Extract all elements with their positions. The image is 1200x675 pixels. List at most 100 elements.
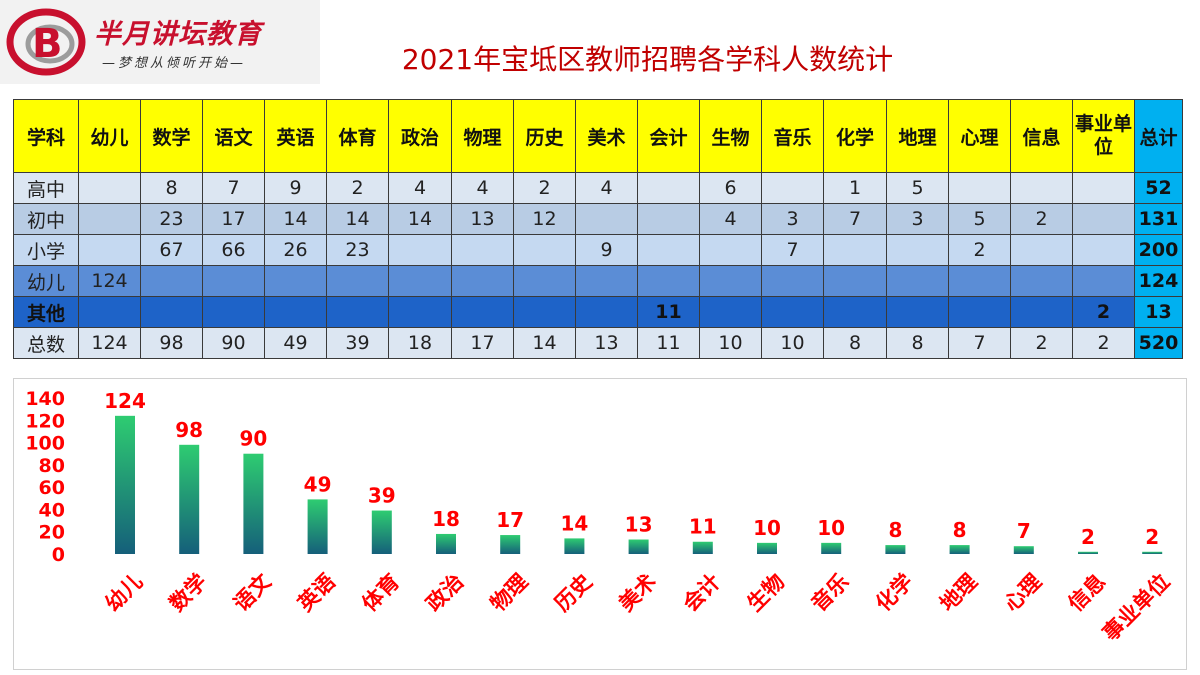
table-row: 高中 8 7 9 2 4 4 2 4 6 1 5 52	[13, 172, 1183, 204]
table-cell: 14	[513, 327, 576, 359]
table-cell: 17	[451, 327, 514, 359]
table-cell: 2	[326, 172, 389, 204]
table-cell: 124	[78, 265, 141, 297]
table-cell	[637, 234, 700, 266]
table-cell: 49	[264, 327, 327, 359]
table-cell	[575, 203, 638, 235]
table-cell	[886, 234, 949, 266]
bar-value-label: 17	[496, 508, 524, 532]
table-cell	[886, 296, 949, 328]
table-cell	[823, 296, 887, 328]
table-cell	[513, 296, 576, 328]
table-cell: 26	[264, 234, 327, 266]
x-category-label: 英语	[293, 569, 340, 616]
table-cell	[575, 296, 638, 328]
bar	[307, 499, 328, 554]
table-cell: 12	[513, 203, 576, 235]
table-cell	[78, 203, 141, 235]
x-category-label: 生物	[743, 569, 790, 616]
bar-value-label: 2	[1081, 525, 1095, 549]
table-cell: 9	[264, 172, 327, 204]
table-cell	[451, 265, 514, 297]
table-cell	[1072, 265, 1135, 297]
table-row: 其他 11 2 13	[13, 296, 1183, 328]
table-header-cell: 政治	[388, 99, 452, 173]
table-cell	[78, 172, 141, 204]
table-cell: 4	[699, 203, 762, 235]
table-cell	[761, 172, 824, 204]
x-category-label: 美术	[614, 569, 661, 616]
table-cell: 124	[78, 327, 141, 359]
table-row: 初中 23 17 14 14 14 13 12 4 3 7 3 5 2 131	[13, 203, 1183, 235]
y-tick-label: 40	[39, 499, 65, 521]
bar	[821, 542, 842, 554]
bar	[949, 545, 970, 554]
table-header-cell: 幼儿	[78, 99, 141, 173]
logo-emblem-icon: B	[6, 8, 86, 76]
table-cell: 8	[886, 327, 949, 359]
bar	[115, 415, 135, 554]
bar-value-label: 8	[953, 518, 967, 542]
table-cell: 1	[823, 172, 887, 204]
row-total: 200	[1134, 234, 1183, 266]
table-cell: 90	[202, 327, 265, 359]
table-cell	[1010, 234, 1073, 266]
row-total: 52	[1134, 172, 1183, 204]
table-cell	[513, 265, 576, 297]
table-cell	[637, 203, 700, 235]
x-category-label: 幼儿	[101, 569, 148, 616]
table-cell: 4	[575, 172, 638, 204]
bar	[1013, 546, 1034, 554]
table-cell	[948, 296, 1011, 328]
bar	[692, 541, 713, 554]
table-cell: 3	[886, 203, 949, 235]
table-cell: 13	[575, 327, 638, 359]
bar-value-label: 11	[689, 515, 717, 539]
y-tick-label: 140	[25, 388, 65, 410]
table-cell: 10	[761, 327, 824, 359]
row-label: 其他	[13, 296, 79, 328]
table-cell: 7	[948, 327, 1011, 359]
x-category-label: 会计	[678, 569, 725, 616]
table-cell	[140, 265, 203, 297]
bar	[1142, 551, 1163, 554]
table-header-cell: 物理	[451, 99, 514, 173]
table-cell	[823, 265, 887, 297]
x-category-label: 体育	[357, 569, 404, 616]
table-cell	[761, 296, 824, 328]
table-cell: 11	[637, 296, 700, 328]
table-cell: 39	[326, 327, 389, 359]
table-header-cell: 数学	[140, 99, 203, 173]
table-header-cell: 会计	[637, 99, 700, 173]
bar-value-label: 14	[560, 511, 588, 535]
bar-value-label: 10	[817, 516, 845, 540]
table-header-cell: 英语	[264, 99, 327, 173]
y-tick-label: 120	[25, 410, 65, 432]
chart-frame	[13, 378, 1187, 670]
bar	[885, 545, 906, 554]
x-category-label: 音乐	[807, 569, 854, 616]
table-cell: 5	[948, 203, 1011, 235]
x-category-label: 化学	[871, 569, 918, 616]
table-cell	[78, 296, 141, 328]
table-cell	[699, 234, 762, 266]
table-cell	[637, 265, 700, 297]
table-cell: 98	[140, 327, 203, 359]
row-total: 131	[1134, 203, 1183, 235]
table-cell	[326, 265, 389, 297]
table-cell	[761, 265, 824, 297]
row-total: 520	[1134, 327, 1183, 359]
table-cell	[202, 296, 265, 328]
row-label: 高中	[13, 172, 79, 204]
table-cell	[388, 296, 452, 328]
y-tick-label: 0	[52, 544, 65, 566]
table-cell	[1010, 296, 1073, 328]
table-header-cell: 总计	[1134, 99, 1183, 173]
bar-value-label: 2	[1145, 525, 1159, 549]
table-cell: 13	[451, 203, 514, 235]
table-header-cell: 语文	[202, 99, 265, 173]
table-cell: 3	[761, 203, 824, 235]
table-header-cell: 化学	[823, 99, 887, 173]
table-header-cell: 音乐	[761, 99, 824, 173]
table-cell	[948, 265, 1011, 297]
